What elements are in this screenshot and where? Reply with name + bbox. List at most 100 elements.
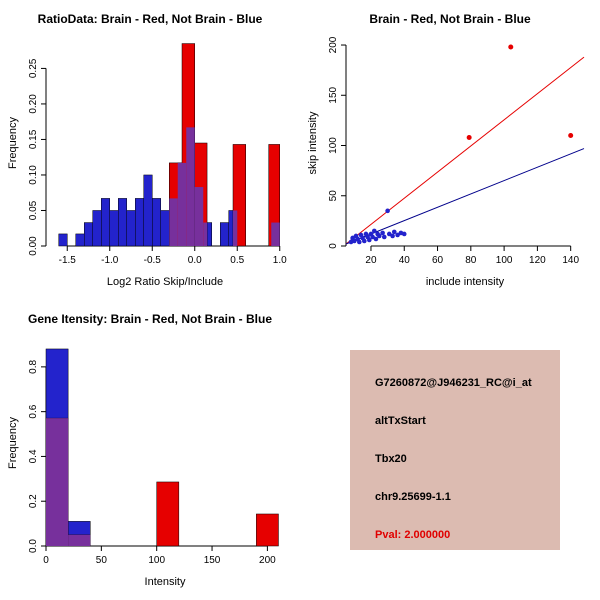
gene-info-box: G7260872@J946231_RC@i_at altTxStart Tbx2…: [350, 350, 560, 550]
scatter-point-blue: [401, 231, 407, 237]
y-tick-label: 150: [328, 86, 339, 103]
panel-gene-intensity-histogram: Gene Itensity: Brain - Red, Not Brain - …: [0, 300, 300, 600]
x-tick-label: 0.5: [230, 255, 244, 266]
scatter-point-blue: [367, 237, 372, 243]
y-tick-label: 0.25: [28, 58, 39, 78]
y-tick-label: 0.2: [28, 494, 39, 508]
ratio-histogram-title: RatioData: Brain - Red, Not Brain - Blue: [37, 12, 263, 26]
x-tick-label: 50: [96, 555, 108, 566]
alt-event-type-text: altTxStart: [375, 415, 426, 427]
x-tick-label: 40: [399, 255, 411, 266]
scatter-xlabel: include intensity: [425, 276, 505, 288]
ratio-histogram-plot: -1.5 -1.0 -0.5 0.0 0.5 1.0 0.00 0.05 0.10 0.15 0.2…: [28, 43, 287, 266]
histogram-overlap-region: [186, 127, 195, 246]
gene-symbol-text: Tbx20: [375, 453, 407, 465]
scatter-point-red: [466, 134, 472, 140]
histogram-overlap-region: [177, 162, 182, 246]
x-tick-label: 80: [465, 255, 477, 266]
y-tick-label: 0.0: [28, 539, 39, 553]
scatter-point-blue: [371, 228, 377, 234]
scatter-point-blue: [381, 234, 387, 240]
y-tick-label: 0: [328, 243, 339, 249]
y-tick-label: 0.20: [28, 94, 39, 114]
scatter-point-red: [508, 44, 514, 50]
scatter-point-blue: [380, 230, 385, 236]
scatter-point-blue: [385, 208, 390, 214]
y-tick-label: 0.05: [28, 200, 39, 220]
histogram-overlap-region: [46, 418, 69, 546]
scatter-plot: 20 40 60 80 100 120 140 0 50 100 150 200: [328, 36, 585, 266]
y-tick-label: 0.10: [28, 165, 39, 185]
histogram-bar-blue: [152, 198, 161, 247]
x-tick-label: 100: [496, 255, 513, 266]
histogram-bar-blue: [109, 210, 119, 247]
histogram-bar-blue: [84, 222, 93, 247]
gene-histogram-title: Gene Itensity: Brain - Red, Not Brain - …: [27, 312, 273, 326]
histogram-bar-blue: [118, 198, 127, 247]
histogram-overlap-region: [271, 222, 280, 246]
histogram-bar-blue: [101, 198, 110, 247]
y-tick-label: 0.4: [28, 449, 39, 463]
x-tick-label: -0.5: [144, 255, 162, 266]
histogram-overlap-region: [169, 198, 178, 246]
panel-ratio-histogram: RatioData: Brain - Red, Not Brain - Blue…: [0, 0, 300, 300]
ratio-histogram-xlabel: Log2 Ratio Skip/Include: [106, 276, 224, 288]
y-tick-label: 100: [328, 137, 339, 154]
y-tick-label: 0.00: [28, 236, 39, 256]
histogram-overlap-region: [203, 222, 208, 246]
histogram-overlap-region: [194, 187, 204, 246]
scatter-point-red: [568, 132, 574, 138]
histogram-bar-blue: [92, 210, 102, 247]
scatter-point-blue: [395, 232, 400, 238]
histogram-bar-blue: [58, 233, 68, 247]
panel-info-box: G7260872@J946231_RC@i_at altTxStart Tbx2…: [300, 300, 600, 600]
panel-intensity-scatter: Brain - Red, Not Brain - Blue skip inten…: [300, 0, 600, 300]
y-tick-label: 50: [328, 190, 339, 202]
histogram-bar-red: [256, 513, 279, 547]
scatter-point-blue: [390, 233, 395, 239]
histogram-bar-blue: [143, 174, 153, 247]
x-tick-label: 20: [365, 255, 377, 266]
gene-histogram-plot: 0 50 100 150 200 0.0 0.2 0.4 0.6 0.8: [28, 348, 279, 566]
y-tick-label: 0.8: [28, 359, 39, 373]
gene-histogram-xlabel: Intensity: [144, 576, 186, 588]
histogram-bar-blue: [135, 198, 144, 247]
blue-fit-line: [345, 148, 585, 245]
x-tick-label: 120: [529, 255, 546, 266]
y-tick-label: 0.15: [28, 129, 39, 149]
scatter-point-blue: [362, 238, 367, 244]
histogram-bar-red: [156, 481, 180, 547]
x-tick-label: -1.0: [101, 255, 119, 266]
x-tick-label: 1.0: [273, 255, 287, 266]
histogram-bar-blue: [160, 210, 170, 247]
histogram-bar-blue: [126, 210, 136, 247]
histogram-overlap-region: [182, 162, 187, 246]
x-tick-label: 150: [204, 555, 221, 566]
y-tick-label: 0.6: [28, 404, 39, 418]
scatter-point-blue: [373, 236, 379, 242]
x-tick-label: 0.0: [188, 255, 202, 266]
histogram-overlap-region: [233, 210, 238, 246]
scatter-point-blue: [386, 231, 392, 237]
histogram-overlap-region: [68, 534, 91, 546]
scatter-point-blue: [391, 229, 397, 235]
x-tick-label: 140: [562, 255, 579, 266]
y-tick-label: 200: [328, 36, 339, 53]
x-tick-label: 0: [43, 555, 49, 566]
scatter-point-blue: [376, 233, 382, 239]
red-fit-line: [345, 56, 585, 245]
chromosome-location-text: chr9.25699-1.1: [375, 491, 451, 503]
pval-text: Pval: 2.000000: [375, 529, 451, 541]
x-tick-label: 200: [259, 555, 276, 566]
scatter-point-blue: [370, 234, 375, 240]
scatter-point-blue: [352, 238, 357, 244]
x-tick-label: 60: [432, 255, 444, 266]
histogram-bar-blue: [75, 233, 85, 247]
scatter-title: Brain - Red, Not Brain - Blue: [369, 12, 531, 26]
scatter-point-blue: [357, 239, 362, 245]
x-tick-label: -1.5: [59, 255, 77, 266]
histogram-bar-blue: [220, 222, 229, 247]
x-tick-label: 100: [148, 555, 165, 566]
probe-id-text: G7260872@J946231_RC@i_at: [375, 377, 532, 389]
